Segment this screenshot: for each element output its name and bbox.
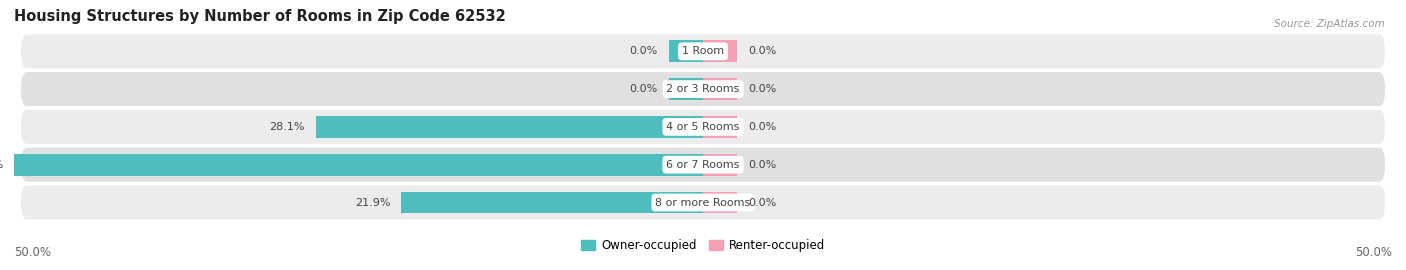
Text: 21.9%: 21.9%	[354, 197, 391, 208]
Text: 0.0%: 0.0%	[630, 46, 658, 56]
Text: 50.0%: 50.0%	[14, 246, 51, 259]
Bar	[401, 191, 703, 214]
FancyBboxPatch shape	[21, 110, 1385, 144]
Text: 0.0%: 0.0%	[748, 84, 776, 94]
Bar	[703, 116, 738, 138]
Text: 2 or 3 Rooms: 2 or 3 Rooms	[666, 84, 740, 94]
Text: Housing Structures by Number of Rooms in Zip Code 62532: Housing Structures by Number of Rooms in…	[14, 9, 506, 24]
Bar	[14, 154, 703, 176]
FancyBboxPatch shape	[21, 148, 1385, 182]
Bar	[669, 78, 703, 100]
Text: Source: ZipAtlas.com: Source: ZipAtlas.com	[1274, 19, 1385, 29]
Text: 8 or more Rooms: 8 or more Rooms	[655, 197, 751, 208]
Text: 0.0%: 0.0%	[748, 197, 776, 208]
Bar	[703, 40, 738, 62]
Bar	[703, 191, 738, 214]
Bar	[316, 116, 703, 138]
Bar	[703, 78, 738, 100]
Bar	[669, 40, 703, 62]
FancyBboxPatch shape	[21, 185, 1385, 220]
Text: 28.1%: 28.1%	[270, 122, 305, 132]
Text: 1 Room: 1 Room	[682, 46, 724, 56]
FancyBboxPatch shape	[21, 72, 1385, 106]
Text: 50.0%: 50.0%	[0, 160, 3, 170]
Text: 0.0%: 0.0%	[748, 160, 776, 170]
FancyBboxPatch shape	[21, 34, 1385, 68]
Text: 0.0%: 0.0%	[630, 84, 658, 94]
Text: 6 or 7 Rooms: 6 or 7 Rooms	[666, 160, 740, 170]
Bar	[703, 154, 738, 176]
Legend: Owner-occupied, Renter-occupied: Owner-occupied, Renter-occupied	[576, 235, 830, 257]
Text: 50.0%: 50.0%	[1355, 246, 1392, 259]
Text: 0.0%: 0.0%	[748, 122, 776, 132]
Text: 4 or 5 Rooms: 4 or 5 Rooms	[666, 122, 740, 132]
Text: 0.0%: 0.0%	[748, 46, 776, 56]
